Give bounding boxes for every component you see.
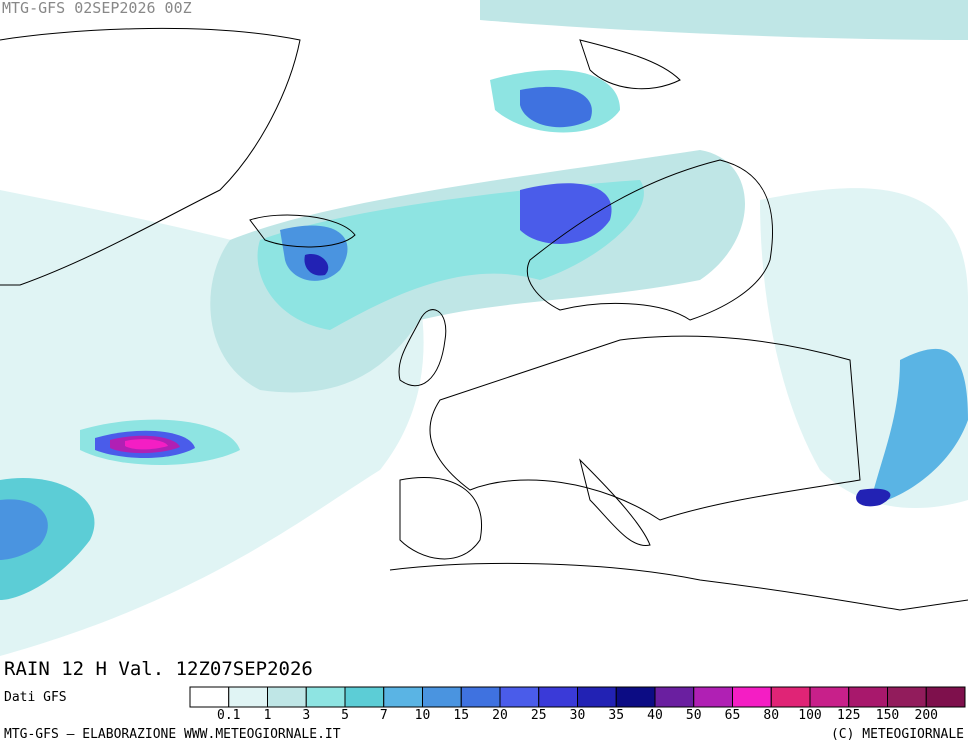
legend-swatch xyxy=(577,686,617,708)
legend-label: 15 xyxy=(453,708,469,723)
legend-swatch xyxy=(305,686,346,708)
legend-label: 20 xyxy=(492,708,508,723)
map-title: MTG-GFS 02SEP2026 00Z xyxy=(2,0,192,17)
footer-right: (C) METEOGIORNALE xyxy=(831,727,964,742)
legend-swatch xyxy=(189,686,230,708)
legend-swatch xyxy=(267,686,307,708)
legend-swatch xyxy=(383,686,423,708)
legend-swatch xyxy=(925,686,966,708)
legend: 0.1 1 3 5 7 10 15 20 25 30 35 40 50 65 80 100 125 150 200 xyxy=(189,686,966,723)
footer-left: MTG-GFS – ELABORAZIONE WWW.METEOGIORNALE… xyxy=(4,727,341,742)
legend-swatch xyxy=(538,686,578,708)
legend-label: 3 xyxy=(302,708,310,723)
legend-swatch xyxy=(848,686,888,708)
legend-swatch xyxy=(460,686,501,708)
legend-label: 50 xyxy=(686,708,702,723)
legend-label: 150 xyxy=(876,708,899,723)
coastlines xyxy=(0,27,968,611)
legend-swatch xyxy=(887,686,927,708)
legend-swatch xyxy=(693,686,733,708)
caption: RAIN 12 H Val. 12Z07SEP2026 xyxy=(4,658,313,680)
legend-swatch xyxy=(499,686,540,708)
legend-source: Dati GFS xyxy=(4,690,67,705)
legend-label: 35 xyxy=(608,708,624,723)
legend-label: 80 xyxy=(763,708,779,723)
legend-label: 200 xyxy=(915,708,938,723)
legend-swatch xyxy=(809,686,850,708)
legend-swatch xyxy=(422,686,462,708)
legend-label: 25 xyxy=(531,708,547,723)
legend-swatch xyxy=(770,686,811,708)
legend-label: 10 xyxy=(415,708,431,723)
legend-swatch xyxy=(732,686,772,708)
legend-label: 7 xyxy=(380,708,388,723)
legend-swatch xyxy=(344,686,385,708)
legend-label: 5 xyxy=(341,708,349,723)
legend-label: 65 xyxy=(725,708,741,723)
legend-swatch xyxy=(615,686,656,708)
legend-label: 0.1 xyxy=(217,708,240,723)
legend-label: 1 xyxy=(264,708,272,723)
legend-swatch xyxy=(228,686,268,708)
legend-label: 40 xyxy=(647,708,663,723)
legend-label: 30 xyxy=(570,708,586,723)
legend-swatch xyxy=(654,686,695,708)
rain-field xyxy=(0,0,968,656)
legend-label: 100 xyxy=(798,708,821,723)
legend-label: 125 xyxy=(837,708,860,723)
